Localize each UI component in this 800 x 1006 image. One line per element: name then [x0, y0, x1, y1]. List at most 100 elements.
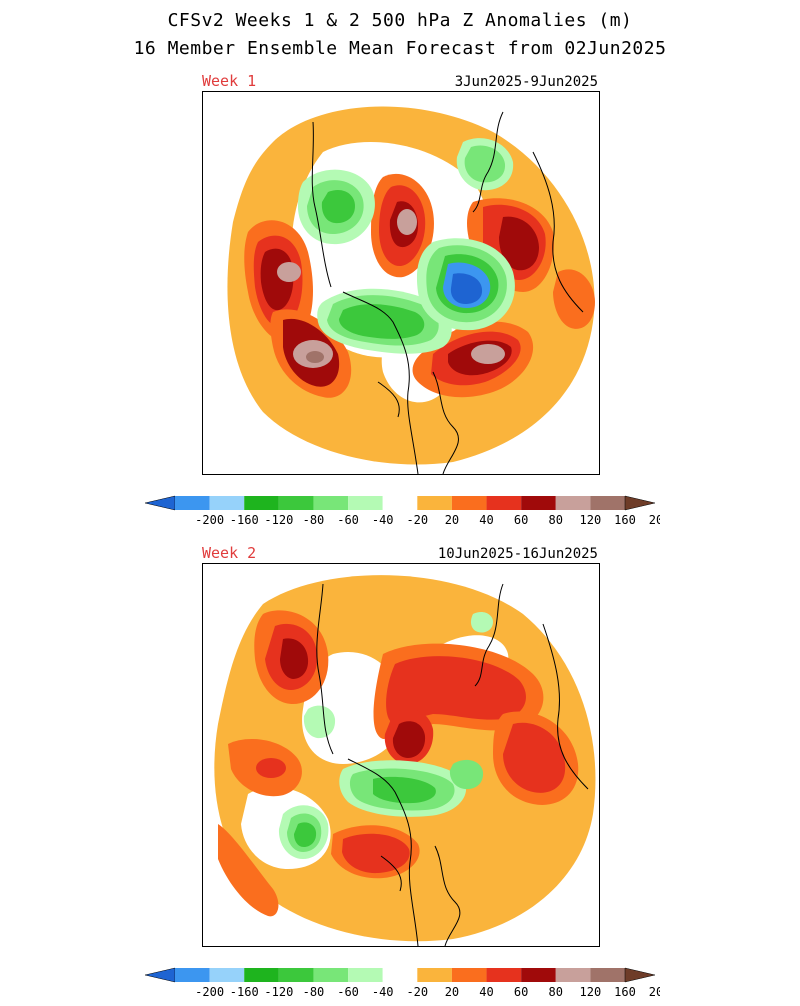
colorbar-1-tick-label: -40: [372, 513, 394, 527]
colorbar-1-tick-label: 120: [580, 513, 602, 527]
colorbar-2-tick-label: -160: [230, 985, 259, 999]
week1-coast-america-west: [342, 291, 419, 474]
colorbar-2: -200 -160 -120 -80 -60 -40 -20 20 40 60 80 120 160 20…: [144, 967, 660, 999]
week2-siberia-green-light: [303, 705, 336, 739]
week2-map-svg: [214, 575, 596, 946]
colorbar-1-swatch: [244, 496, 279, 510]
week2-europe-green: [449, 759, 484, 790]
week1-coast-europe-west: [532, 151, 584, 313]
colorbar-2-swatch: [590, 968, 625, 982]
colorbar-2-swatch: [278, 968, 314, 982]
week2-coast-hudson: [380, 855, 402, 892]
colorbar-1-tick-label: 60: [514, 513, 528, 527]
colorbar-1-tick-label: 20: [445, 513, 459, 527]
colorbar-2-tick-label: -60: [337, 985, 359, 999]
colorbar-2-swatch: [313, 968, 349, 982]
colorbar-1-tick-label: -160: [230, 513, 259, 527]
week2-na-red: [342, 833, 410, 874]
colorbar-1-tick-label: -20: [406, 513, 428, 527]
colorbar-2-tick-label: -20: [406, 985, 428, 999]
colorbar-2-tick-label: 120: [580, 985, 602, 999]
week1-coast-hudson: [377, 381, 400, 418]
colorbar-1-tick-label: 160: [614, 513, 636, 527]
week1-coast-europe-north: [472, 111, 504, 213]
week2-map: [202, 563, 600, 947]
colorbar-2-swatch: [486, 968, 522, 982]
colorbar-1-swatch: [382, 496, 418, 510]
colorbar-2-tick-label: 20: [445, 985, 459, 999]
week1-siberia-rose: [397, 209, 417, 235]
colorbar-1-swatch: [348, 496, 383, 510]
colorbar-1-tick-label: 80: [549, 513, 563, 527]
colorbar-1-tick-label: 40: [479, 513, 493, 527]
week1-northamerica-rose: [471, 344, 505, 364]
colorbar-2-swatch: [175, 968, 210, 982]
colorbar-2-swatch: [244, 968, 279, 982]
colorbar-2-left-arrow: [144, 967, 176, 983]
colorbar-2-swatch: [451, 968, 487, 982]
week1-negative-anomalies: [298, 138, 515, 354]
week1-west-rose: [277, 262, 301, 282]
colorbar-2-tick-label: 80: [549, 985, 563, 999]
week2-nw-darkred: [280, 638, 309, 679]
week1-nw-green-mid: [321, 189, 355, 224]
colorbar-2-swatch: [555, 968, 591, 982]
colorbar-1-swatch: [451, 496, 487, 510]
colorbar-2-tick-label: 160: [614, 985, 636, 999]
week2-band-red: [386, 656, 526, 723]
week1-europe-darkred: [499, 216, 539, 271]
week2-negative-anomalies: [278, 611, 493, 859]
colorbar-2-swatch: [417, 968, 452, 982]
colorbar-1-swatch: [486, 496, 522, 510]
week2-coast-america-west: [347, 758, 419, 946]
figure-title: CFSv2 Weeks 1 & 2 500 hPa Z Anomalies (m…: [167, 10, 633, 31]
colorbar-1-tick-label: -80: [303, 513, 325, 527]
colorbar-2-tick-label: 40: [479, 985, 493, 999]
week1-ne-green: [464, 145, 506, 183]
colorbar-2-tick-label: -80: [303, 985, 325, 999]
week1-east-orange: [553, 269, 595, 329]
colorbar-1-left-arrow: [144, 495, 176, 511]
panel-2-dates: 10Jun2025-16Jun2025: [437, 546, 598, 562]
panel-1-label: Week 1: [202, 72, 257, 90]
colorbar-1-tick-label: -120: [264, 513, 293, 527]
week2-pacific-green-mid: [294, 822, 317, 847]
week2-west-red: [256, 758, 286, 778]
colorbar-2-tick-label: -200: [195, 985, 224, 999]
week1-arctic-green-mid: [339, 304, 425, 339]
colorbar-2-tick-label: -120: [264, 985, 293, 999]
week2-coast-america-east: [434, 845, 461, 946]
week1-coast-asia-east: [311, 121, 332, 288]
week1-map-svg: [227, 106, 595, 474]
week1-map: [202, 91, 600, 475]
panel-2-label: Week 2: [202, 544, 257, 562]
week2-coast-asia-east: [316, 583, 334, 755]
colorbar-1-swatch: [555, 496, 591, 510]
week1-pole-blue: [450, 273, 483, 304]
colorbar-1-right-arrow: [624, 495, 656, 511]
colorbar-2-swatch: [209, 968, 245, 982]
colorbar-1-tick-label: 200: [649, 513, 660, 527]
week2-coast-europe-west: [542, 623, 589, 790]
week1-coast-america-east: [432, 371, 459, 474]
week2-sw-orange: [218, 824, 279, 917]
week1-pacific-brown: [306, 351, 324, 363]
colorbar-1: -200 -160 -120 -80 -60 -40 -20 20 40 60 80 120 160 20…: [144, 495, 660, 527]
colorbar-1-swatch: [209, 496, 245, 510]
colorbar-2-swatch: [382, 968, 418, 982]
colorbar-2-swatch: [521, 968, 556, 982]
colorbar-1-swatch: [175, 496, 210, 510]
colorbar-2-tick-label: 60: [514, 985, 528, 999]
colorbar-1-swatch: [278, 496, 314, 510]
week2-lower-fill: [353, 864, 466, 925]
colorbar-1-tick-label: -200: [195, 513, 224, 527]
week2-coastlines: [316, 583, 589, 946]
panel-1-dates: 3Jun2025-9Jun2025: [454, 74, 598, 90]
colorbar-2-tick-label: -40: [372, 985, 394, 999]
week2-arctic-darkred: [392, 721, 426, 758]
week2-positive-anomalies: [218, 610, 579, 917]
figure-subtitle: 16 Member Ensemble Mean Forecast from 02…: [133, 38, 667, 59]
colorbar-2-tick-label: 200: [649, 985, 660, 999]
colorbar-1-swatch: [417, 496, 452, 510]
week1-coastlines: [311, 111, 584, 474]
